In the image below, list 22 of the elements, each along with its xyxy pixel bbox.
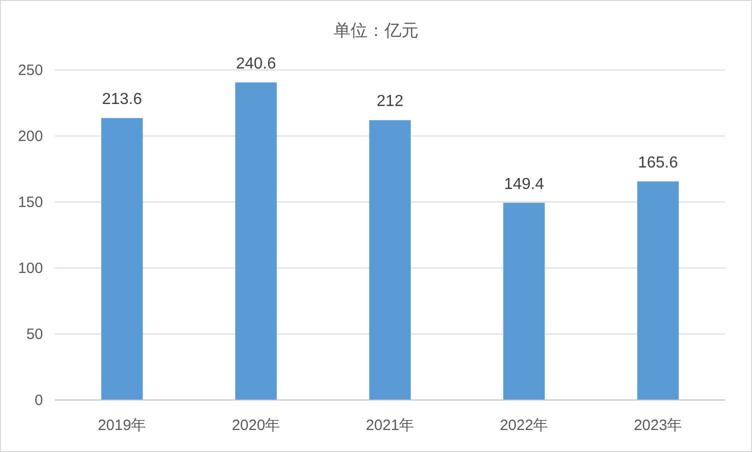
bar	[637, 181, 679, 400]
y-tick-label: 0	[34, 392, 43, 409]
data-label: 149.4	[504, 176, 544, 193]
bar	[101, 118, 143, 400]
y-tick-label: 150	[18, 194, 43, 211]
bar	[503, 202, 545, 400]
data-label: 212	[376, 93, 404, 110]
y-tick-label: 100	[18, 260, 43, 277]
data-label: 240.6	[236, 55, 276, 72]
y-tick-label: 50	[26, 326, 43, 343]
bar	[369, 120, 411, 400]
x-tick-label: 2019年	[98, 417, 146, 434]
x-tick-label: 2021年	[366, 417, 414, 434]
x-tick-label: 2023年	[634, 417, 682, 434]
x-tick-label: 2022年	[500, 417, 548, 434]
x-tick-label: 2020年	[232, 417, 280, 434]
data-label: 213.6	[102, 91, 142, 108]
y-tick-label: 250	[18, 62, 43, 79]
y-tick-label: 200	[18, 128, 43, 145]
bar	[235, 82, 277, 400]
chart-title: 单位：亿元	[334, 21, 418, 40]
data-label: 165.6	[638, 154, 678, 172]
